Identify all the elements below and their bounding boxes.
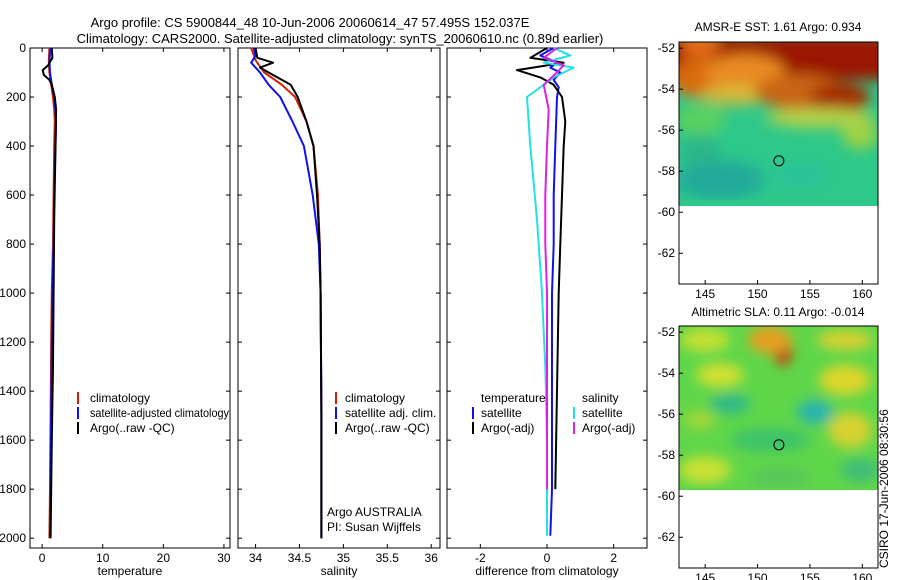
- salinity-legend: climatology satellite adj. clim. Argo(..…: [335, 391, 436, 435]
- x-tick-label: 30: [217, 551, 231, 565]
- y-tick-label: 400: [6, 139, 26, 153]
- map-x-tick-label: 150: [748, 287, 768, 301]
- x-tick-label: 34: [249, 551, 263, 565]
- argo-pi-annotation: PI: Susan Wijffels: [327, 520, 421, 534]
- map-x-tick-label: 145: [695, 571, 715, 580]
- y-tick-label: 600: [6, 188, 26, 202]
- x-tick-label: 35: [337, 551, 351, 565]
- series-line: [542, 47, 565, 490]
- credit-timestamp: CSIRO 17-Jun-2006 08:30:56: [877, 409, 891, 568]
- legend-label: satellite adj. clim.: [345, 406, 436, 420]
- map-y-tick-label: -62: [658, 530, 676, 544]
- series-line: [250, 47, 323, 539]
- x-tick-label: 35.5: [376, 551, 400, 565]
- sla-argo-position-marker: [773, 439, 785, 451]
- x-tick-label: 36: [425, 551, 439, 565]
- legend-label: satellite: [481, 406, 522, 420]
- y-tick-label: 0: [19, 41, 26, 55]
- sst-heatmap: [679, 42, 878, 206]
- sla-map-title: Altimetric SLA: 0.11 Argo: -0.014: [691, 305, 865, 319]
- map-x-tick-label: 155: [800, 287, 820, 301]
- y-tick-label: 1200: [0, 335, 26, 349]
- series-layer: [41, 47, 575, 539]
- y-tick-label: 1800: [0, 482, 26, 496]
- header-line-2: Climatology: CARS2000. Satellite-adjuste…: [77, 31, 604, 46]
- map-y-tick-label: -58: [658, 448, 676, 462]
- y-tick-label: 800: [6, 237, 26, 251]
- legend-label: climatology: [345, 391, 405, 405]
- temperature-panel-frame: [29, 47, 231, 549]
- map-y-tick-label: -54: [658, 366, 676, 380]
- sla-heatmap: [679, 326, 878, 490]
- y-tick-label: 200: [6, 90, 26, 104]
- map-y-tick-label: -58: [658, 164, 676, 178]
- x-tick-label: 20: [157, 551, 171, 565]
- series-line: [41, 47, 58, 539]
- difference-legend: temperature salinity satellite Argo(-adj…: [472, 391, 635, 435]
- ticks-layer: 0 10 20 30020040060080010001200140016001800…: [0, 41, 647, 565]
- legend-heading-temperature: temperature: [481, 391, 546, 405]
- legend-label: Argo(..raw -QC): [90, 421, 175, 435]
- map-y-tick-label: -60: [658, 489, 676, 503]
- difference-xlabel: difference from climatology: [475, 564, 618, 578]
- legend-label: Argo(..raw -QC): [345, 421, 430, 435]
- legend-label: Argo(-adj): [481, 421, 534, 435]
- series-line: [254, 47, 323, 539]
- series-line: [250, 47, 323, 539]
- legend-label: climatology: [90, 391, 150, 405]
- y-tick-label: 1600: [0, 433, 26, 447]
- sst-map-title: AMSR-E SST: 1.61 Argo: 0.934: [695, 20, 862, 34]
- sst-argo-position-marker: [773, 155, 785, 167]
- salinity-panel-frame: [237, 47, 441, 549]
- x-tick-label: 10: [96, 551, 110, 565]
- map-x-tick-label: 150: [748, 571, 768, 580]
- x-tick-label: 2: [610, 551, 617, 565]
- x-tick-label: 0: [544, 551, 551, 565]
- series-line: [539, 47, 562, 536]
- x-tick-label: 34.5: [288, 551, 312, 565]
- y-tick-label: 1400: [0, 384, 26, 398]
- map-y-tick-label: -56: [658, 123, 676, 137]
- header-line-1: Argo profile: CS 5900844_48 10-Jun-2006 …: [91, 15, 530, 30]
- temperature-xlabel: temperature: [98, 564, 163, 578]
- legend-heading-salinity: salinity: [582, 391, 619, 405]
- legend-label: satellite-adjusted climatology: [90, 406, 229, 420]
- y-tick-label: 1000: [0, 286, 26, 300]
- map-y-tick-label: -56: [658, 407, 676, 421]
- x-tick-label: -2: [475, 551, 486, 565]
- map-x-tick-label: 160: [852, 287, 872, 301]
- sst-ticks: 145 150 155 160 -52 -54 -56 -58 -60 -62: [658, 41, 873, 301]
- map-x-tick-label: 160: [852, 571, 872, 580]
- map-y-tick-label: -54: [658, 82, 676, 96]
- sla-ticks: 145 150 155 160 -52 -54 -56 -58 -60 -62: [658, 325, 873, 580]
- map-y-tick-label: -52: [658, 325, 676, 339]
- argo-program-annotation: Argo AUSTRALIA: [327, 505, 422, 519]
- map-x-tick-label: 155: [800, 571, 820, 580]
- map-x-tick-label: 145: [695, 287, 715, 301]
- salinity-xlabel: salinity: [321, 564, 358, 578]
- y-tick-label: 2000: [0, 531, 26, 545]
- map-y-tick-label: -60: [658, 205, 676, 219]
- temperature-legend: climatology satellite-adjusted climatolo…: [77, 391, 229, 435]
- legend-label: Argo(-adj): [582, 421, 635, 435]
- map-y-tick-label: -62: [658, 246, 676, 260]
- sla-map-frame: [678, 325, 879, 569]
- legend-label: satellite: [582, 406, 623, 420]
- map-y-tick-label: -52: [658, 41, 676, 55]
- series-line: [526, 47, 575, 536]
- x-tick-label: 0: [39, 551, 46, 565]
- sst-map-frame: [678, 41, 879, 285]
